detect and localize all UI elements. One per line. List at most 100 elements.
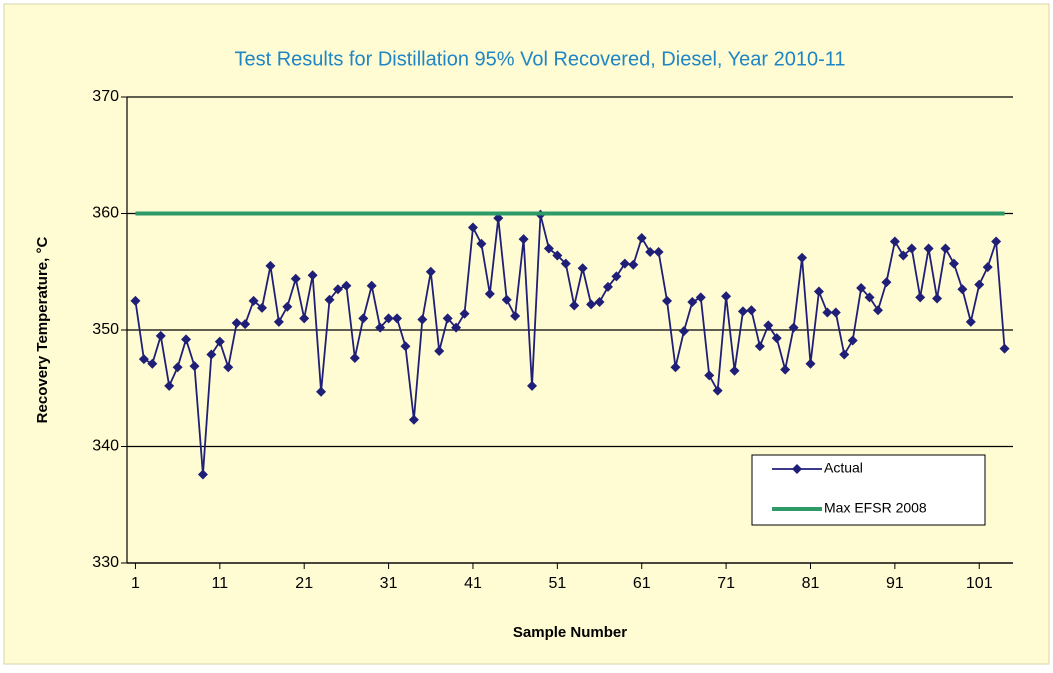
data-point (872, 305, 883, 316)
data-point (543, 243, 554, 254)
data-point (332, 284, 343, 295)
data-point (797, 252, 808, 263)
data-point (164, 380, 175, 391)
data-point (965, 316, 976, 327)
data-point (813, 286, 824, 297)
data-point (780, 364, 791, 375)
data-point (392, 313, 403, 324)
data-point (906, 243, 917, 254)
data-point (636, 232, 647, 243)
y-axis-label: Recovery Temperature, °C (34, 237, 51, 424)
data-point (501, 294, 512, 305)
data-point (451, 322, 462, 333)
data-point (611, 271, 622, 282)
x-axis-label: Sample Number (513, 624, 627, 641)
y-tick-label: 340 (92, 438, 119, 455)
data-point (552, 250, 563, 261)
data-point (147, 358, 158, 369)
data-point (881, 277, 892, 288)
data-point (349, 352, 360, 363)
data-point (721, 291, 732, 302)
data-point (594, 297, 605, 308)
legend-marker (792, 464, 802, 474)
x-tick-label: 41 (464, 575, 482, 592)
y-tick-label: 330 (92, 554, 119, 571)
data-point (476, 238, 487, 249)
data-point (484, 288, 495, 299)
data-point (434, 345, 445, 356)
data-point (569, 300, 580, 311)
data-point (940, 243, 951, 254)
legend-label: Actual (824, 460, 863, 476)
data-point (265, 260, 276, 271)
data-point (991, 236, 1002, 247)
x-tick-label: 31 (380, 575, 398, 592)
data-point (645, 246, 656, 257)
data-point (577, 263, 588, 274)
data-point (805, 358, 816, 369)
data-point (662, 295, 673, 306)
data-point (898, 250, 909, 261)
x-tick-label: 91 (886, 575, 904, 592)
data-point (948, 258, 959, 269)
data-point (518, 234, 529, 245)
data-point (586, 299, 597, 310)
x-tick-label: 1 (131, 575, 140, 592)
x-tick-label: 101 (966, 575, 993, 592)
y-tick-label: 370 (92, 88, 119, 105)
data-point (619, 258, 630, 269)
data-point (130, 295, 141, 306)
data-point (155, 330, 166, 341)
data-point (628, 259, 639, 270)
data-point (400, 341, 411, 352)
data-point (358, 313, 369, 324)
data-point (248, 295, 259, 306)
data-point (974, 279, 985, 290)
data-point (299, 313, 310, 324)
data-point (932, 293, 943, 304)
data-point (527, 380, 538, 391)
data-point (257, 302, 268, 313)
data-point (746, 305, 757, 316)
y-tick-label: 350 (92, 321, 119, 338)
chart-title: Test Results for Distillation 95% Vol Re… (234, 48, 845, 70)
data-point (240, 319, 251, 330)
x-tick-label: 71 (717, 575, 735, 592)
data-point (788, 322, 799, 333)
legend-box (751, 454, 986, 526)
data-point (982, 262, 993, 273)
data-point (602, 281, 613, 292)
data-point (231, 318, 242, 329)
data-point (695, 292, 706, 303)
data-point (822, 307, 833, 318)
data-point (864, 292, 875, 303)
data-point (560, 258, 571, 269)
data-point (324, 294, 335, 305)
data-point (771, 333, 782, 344)
data-point (425, 266, 436, 277)
data-point (830, 307, 841, 318)
x-tick-label: 81 (802, 575, 820, 592)
data-point (172, 362, 183, 373)
data-point (223, 362, 234, 373)
x-tick-label: 11 (212, 575, 229, 592)
data-point (493, 213, 504, 224)
data-point (763, 320, 774, 331)
data-point (341, 280, 352, 291)
data-point (839, 349, 850, 360)
data-point (999, 343, 1010, 354)
x-tick-label: 51 (548, 575, 566, 592)
data-point (366, 280, 377, 291)
data-point (290, 273, 301, 284)
data-point (670, 362, 681, 373)
legend: Actual Max EFSR 2008 (751, 454, 986, 526)
data-point (138, 354, 149, 365)
data-point (957, 284, 968, 295)
data-point (729, 365, 740, 376)
data-point (383, 313, 394, 324)
data-point (197, 469, 208, 480)
data-point (459, 308, 470, 319)
data-point (307, 270, 318, 281)
data-point (273, 316, 284, 327)
data-point (181, 334, 192, 345)
